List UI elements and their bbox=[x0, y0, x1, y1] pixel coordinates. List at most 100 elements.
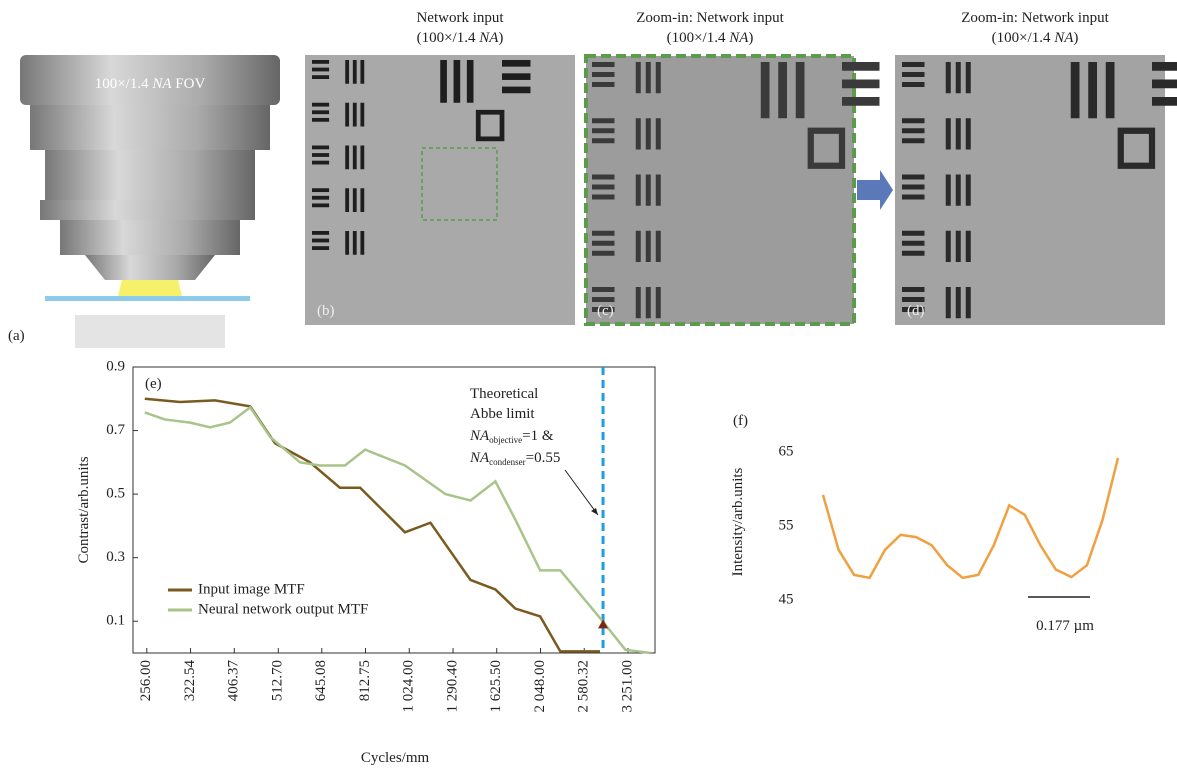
target-bar bbox=[345, 188, 350, 212]
target-bar bbox=[592, 230, 615, 236]
target-bar bbox=[312, 195, 330, 200]
target-bar bbox=[842, 79, 880, 89]
target-bar bbox=[475, 109, 505, 142]
target-bar bbox=[965, 118, 971, 150]
caption: (100×/1.4 NA) bbox=[992, 30, 1079, 46]
y-axis-label: Intensity/arb.units bbox=[730, 467, 746, 576]
target-bar bbox=[352, 102, 357, 127]
target-bar bbox=[502, 86, 531, 94]
target-bar bbox=[592, 287, 615, 292]
target-bar bbox=[312, 75, 330, 79]
x-tick-label: 3 251.00 bbox=[619, 660, 635, 713]
target-bar bbox=[592, 62, 615, 67]
target-bar bbox=[635, 62, 641, 94]
test-chart bbox=[312, 60, 1177, 319]
y-tick-label: 0.5 bbox=[106, 486, 125, 502]
target-bar bbox=[945, 230, 951, 262]
x-tick-label: 322.54 bbox=[182, 660, 198, 702]
target-bar bbox=[945, 62, 951, 94]
target-bar bbox=[655, 287, 661, 319]
target-bar bbox=[592, 194, 615, 200]
target-bar bbox=[902, 184, 925, 190]
target-bar bbox=[592, 307, 615, 312]
caption: Zoom-in: Network input bbox=[961, 10, 1109, 26]
target-bar bbox=[592, 128, 615, 134]
target-bar bbox=[345, 231, 350, 255]
annotation-arrow bbox=[591, 508, 598, 515]
scale-bar-label: 0.177 µm bbox=[1036, 618, 1094, 634]
target-bar bbox=[635, 118, 641, 150]
target-bar bbox=[902, 194, 925, 200]
target-bar bbox=[312, 60, 330, 64]
target-bar bbox=[360, 231, 365, 255]
y-tick-label: 45 bbox=[779, 591, 794, 607]
caption: (100×/1.4 NA) bbox=[667, 30, 754, 46]
target-bar bbox=[902, 72, 925, 77]
target-bar bbox=[645, 62, 651, 94]
target-bar bbox=[1117, 127, 1156, 169]
target-bar bbox=[955, 62, 961, 94]
target-bar bbox=[312, 117, 330, 122]
target-bar bbox=[902, 297, 925, 302]
data-line bbox=[821, 457, 1120, 580]
target-bar bbox=[312, 67, 330, 72]
target-bar bbox=[592, 184, 615, 190]
target-bar bbox=[902, 118, 925, 124]
y-axis-label: Contrast/arb.units bbox=[76, 456, 92, 563]
image-panel bbox=[305, 55, 575, 325]
fov-label: 100×/1.4 NA FOV bbox=[95, 76, 206, 92]
target-bar bbox=[902, 174, 925, 180]
target-bar bbox=[1088, 62, 1097, 119]
target-bar bbox=[1152, 62, 1177, 71]
panel-label: (f) bbox=[733, 413, 748, 429]
target-bar bbox=[760, 62, 770, 119]
target-bar bbox=[502, 73, 531, 80]
target-bar bbox=[645, 230, 651, 262]
x-tick-label: 1 625.50 bbox=[488, 660, 504, 713]
target-bar bbox=[360, 188, 365, 212]
data-line bbox=[144, 397, 601, 653]
target-bar bbox=[345, 145, 350, 170]
target-bar bbox=[965, 62, 971, 94]
target-bar bbox=[945, 287, 951, 319]
target-bar bbox=[345, 102, 350, 127]
target-bar bbox=[645, 118, 651, 150]
target-bar bbox=[312, 238, 330, 243]
abbe-limit-marker bbox=[598, 619, 609, 629]
annotation: Theoretical bbox=[470, 386, 538, 402]
target-bar bbox=[440, 60, 447, 103]
target-bar bbox=[360, 145, 365, 170]
target-bar bbox=[592, 240, 615, 246]
target-bar bbox=[902, 230, 925, 236]
target-bar bbox=[902, 307, 925, 312]
x-tick-label: 645.08 bbox=[313, 660, 329, 701]
target-bar bbox=[312, 188, 330, 193]
target-bar bbox=[312, 102, 330, 107]
target-bar bbox=[795, 62, 805, 119]
target-bar bbox=[1070, 62, 1080, 119]
x-tick-label: 2 048.00 bbox=[532, 660, 548, 713]
zoom-box bbox=[421, 147, 498, 221]
x-tick-label: 406.37 bbox=[226, 660, 242, 702]
target-bar bbox=[360, 102, 365, 127]
target-bar bbox=[842, 97, 880, 106]
x-tick-label: 812.75 bbox=[357, 660, 373, 701]
target-bar bbox=[592, 250, 615, 256]
annotation: NAcondenser=0.55 bbox=[469, 450, 560, 467]
target-bar bbox=[807, 127, 846, 169]
target-bar bbox=[955, 174, 961, 206]
target-bar bbox=[592, 138, 615, 144]
target-bar bbox=[592, 174, 615, 180]
target-bar bbox=[592, 118, 615, 124]
x-tick-label: 512.70 bbox=[270, 660, 286, 701]
image-panel bbox=[895, 55, 1165, 325]
target-bar bbox=[965, 287, 971, 319]
target-bar bbox=[1152, 79, 1177, 89]
target-bar bbox=[502, 60, 531, 67]
target-bar bbox=[902, 82, 925, 87]
annotation: Abbe limit bbox=[470, 406, 535, 422]
caption: Zoom-in: Network input bbox=[636, 10, 784, 26]
caption: Network input bbox=[416, 10, 504, 26]
target-bar bbox=[902, 240, 925, 246]
target-bar bbox=[312, 160, 330, 165]
